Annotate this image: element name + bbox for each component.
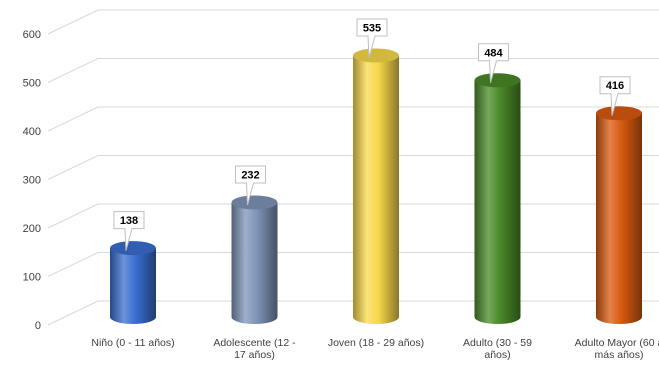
- gridline-depth: [47, 203, 99, 229]
- data-label-text: 416: [606, 80, 624, 92]
- bar: [474, 73, 521, 325]
- y-tick-label: 200: [23, 223, 41, 235]
- data-label: 484: [478, 43, 509, 83]
- bar-body: [596, 113, 642, 325]
- y-tick-label: 300: [23, 175, 41, 187]
- data-label: 232: [235, 165, 266, 206]
- data-label-callout: [356, 18, 388, 59]
- data-label-text: 232: [241, 169, 259, 181]
- x-tick-label: Niño (0 - 11 años): [91, 337, 174, 349]
- bars: [110, 48, 642, 325]
- data-label-text: 138: [120, 215, 138, 227]
- data-labels: 138 232 535 484 416: [113, 18, 631, 251]
- y-tick-label: 500: [23, 78, 41, 90]
- gridline-depth: [47, 58, 99, 83]
- data-label-text: 535: [363, 23, 381, 35]
- data-label: 535: [356, 18, 388, 59]
- gridline-depth: [47, 300, 99, 326]
- x-tick-label: Adulto Mayor (60 a más años): [575, 337, 659, 361]
- data-label-text: 484: [484, 47, 503, 59]
- bar: [353, 48, 399, 325]
- gridline-depth: [47, 9, 99, 35]
- data-label-callout: [478, 43, 509, 83]
- bar: [596, 106, 642, 325]
- data-label-callout: [235, 165, 266, 206]
- bar-body: [353, 55, 399, 325]
- bar-top: [231, 195, 278, 210]
- bar-body: [110, 248, 156, 324]
- y-tick-label: 600: [23, 29, 41, 41]
- x-tick-label: Adulto (30 - 59 años): [463, 337, 532, 361]
- bar-top: [110, 241, 156, 256]
- x-tick-label: Adolescente (12 -17 años): [213, 337, 296, 361]
- data-label: 138: [113, 211, 145, 251]
- bar-top: [353, 48, 399, 63]
- x-tick-label: Joven (18 - 29 años): [328, 337, 424, 349]
- y-tick-label: 0: [35, 320, 41, 332]
- gridline-depth: [47, 252, 99, 277]
- bar: [231, 195, 278, 325]
- gridline-depth: [47, 155, 99, 180]
- y-axis-ticks: 0 100 200 300 400 500 600: [23, 29, 41, 332]
- data-label-callout: [599, 76, 631, 116]
- data-label: 416: [599, 76, 631, 116]
- bar-top: [596, 106, 642, 121]
- bar-body: [474, 80, 521, 325]
- bar-body: [231, 202, 278, 325]
- y-tick-label: 400: [23, 126, 41, 138]
- bar: [110, 241, 156, 324]
- x-axis-labels: Niño (0 - 11 años) Adolescente (12 -17 añ…: [91, 337, 659, 361]
- gridline-depth: [47, 106, 99, 132]
- data-label-callout: [113, 211, 145, 251]
- y-tick-label: 100: [23, 272, 41, 284]
- bar-top: [474, 73, 521, 88]
